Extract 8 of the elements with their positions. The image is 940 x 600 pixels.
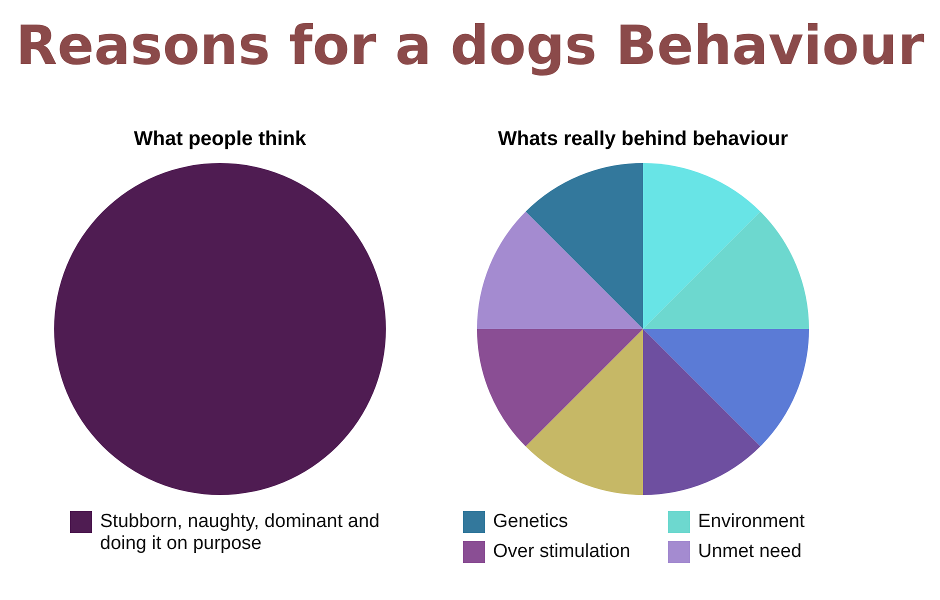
text: Reasons for a dogs Behaviour <box>14 14 926 77</box>
chart-title: Whats really behind behaviour <box>496 128 790 151</box>
legend-label: Over stimulation <box>493 541 630 563</box>
legend-label: Genetics <box>493 511 568 533</box>
legend-label: Stubborn, naughty, dominant and doing it on purpose <box>100 511 380 555</box>
chart-title: What people think <box>132 128 308 151</box>
legend-label: Environment <box>698 511 805 533</box>
legend-label: Unmet need <box>698 541 802 563</box>
